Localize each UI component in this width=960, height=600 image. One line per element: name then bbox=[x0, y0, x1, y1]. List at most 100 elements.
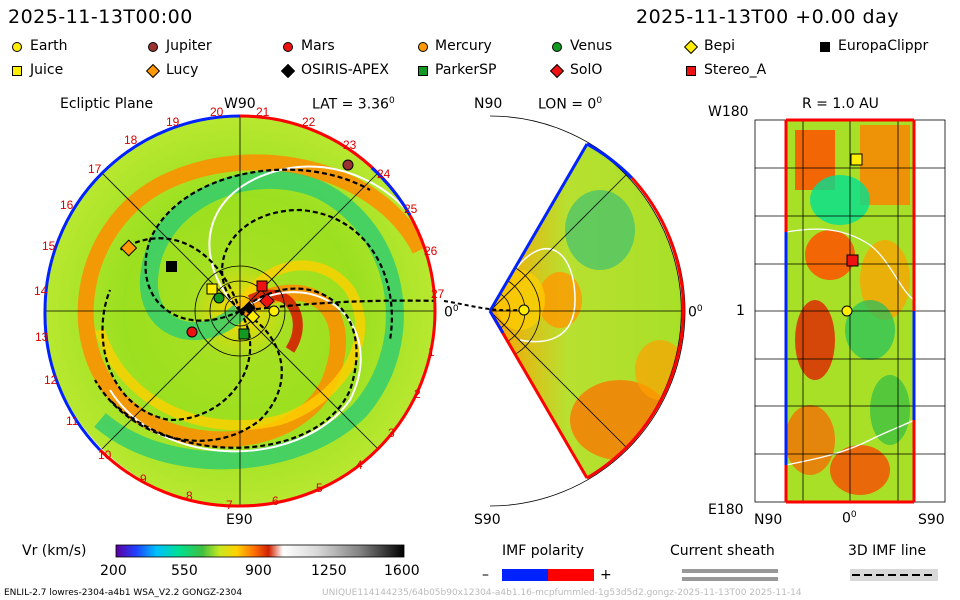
juice-marker-icon bbox=[12, 66, 22, 76]
lon-text: LON = 0 bbox=[538, 96, 597, 113]
carr-15: 15 bbox=[42, 239, 56, 253]
rad-mid-degree: 0 bbox=[850, 510, 857, 520]
radial-map bbox=[754, 118, 946, 504]
lat-degree: 0 bbox=[388, 96, 395, 106]
carr-1: 1 bbox=[428, 345, 435, 359]
jupiter-marker-icon bbox=[148, 42, 158, 52]
sheath-line-top bbox=[682, 569, 778, 573]
legend-label: Mercury bbox=[435, 38, 492, 54]
meridional-wedge bbox=[443, 115, 686, 507]
watermark-footer: UNIQUE114144235/64b05b90x12304-a4b1.16-m… bbox=[322, 588, 802, 598]
legend-label: Bepi bbox=[704, 38, 735, 54]
radial-bottom-s90: S90 bbox=[918, 512, 945, 528]
legend-label: Jupiter bbox=[166, 38, 212, 54]
radial-top-left: W180 bbox=[708, 104, 749, 120]
imf-polarity-title: IMF polarity bbox=[502, 543, 585, 559]
ecl-right-text: 0 bbox=[444, 304, 453, 321]
carr-18: 18 bbox=[124, 133, 138, 147]
ecliptic-markers bbox=[120, 159, 354, 340]
carr-5: 5 bbox=[316, 481, 323, 495]
ecliptic-top-label: W90 bbox=[224, 96, 256, 112]
mer-right-text: 0 bbox=[688, 304, 697, 321]
lat-text: LAT = 3.36 bbox=[312, 96, 389, 113]
colorbar-tick: 900 bbox=[245, 563, 272, 579]
colorbar-tick: 550 bbox=[171, 563, 198, 579]
carr-9: 9 bbox=[140, 472, 147, 486]
venus-marker-icon bbox=[552, 42, 562, 52]
ecliptic-right-label: 00 bbox=[444, 304, 459, 321]
imf-minus: – bbox=[482, 567, 489, 583]
sheath-line-bottom bbox=[682, 577, 778, 581]
carr-17: 17 bbox=[88, 162, 102, 176]
earth-marker-icon bbox=[12, 42, 22, 52]
carr-20: 20 bbox=[210, 105, 224, 119]
colorbar-title: Vr (km/s) bbox=[22, 543, 87, 559]
meridional-bottom-label: S90 bbox=[474, 512, 501, 528]
carr-22: 22 bbox=[302, 115, 316, 129]
current-sheath-title: Current sheath bbox=[670, 543, 775, 559]
carr-23: 23 bbox=[343, 138, 357, 152]
datetime-left: 2025-11-13T00:00 bbox=[8, 6, 193, 28]
legend-label: ParkerSP bbox=[435, 62, 497, 78]
legend-label: Stereo_A bbox=[704, 62, 767, 78]
carr-12: 12 bbox=[44, 373, 58, 387]
model-footer: ENLIL-2.7 lowres-2304-a4b1 WSA_V2.2 GONG… bbox=[4, 588, 243, 598]
legend-label: Juice bbox=[30, 62, 64, 78]
europaclipper-marker-icon bbox=[820, 42, 830, 52]
lon-degree: 0 bbox=[596, 96, 603, 106]
legend-label: EuropaClippr bbox=[838, 38, 929, 54]
carr-16: 16 bbox=[60, 198, 74, 212]
legend-label: Earth bbox=[30, 38, 68, 54]
datetime-right: 2025-11-13T00 +0.00 day bbox=[636, 6, 899, 28]
colorbar-tick: 1600 bbox=[384, 563, 420, 579]
ecl-right-degree: 0 bbox=[452, 304, 459, 314]
stereo-a-marker-icon bbox=[686, 66, 696, 76]
mer-right-degree: 0 bbox=[696, 304, 703, 314]
carr-3: 3 bbox=[388, 426, 395, 440]
carr-4: 4 bbox=[356, 458, 363, 472]
carr-2: 2 bbox=[414, 387, 421, 401]
carr-11: 11 bbox=[66, 414, 79, 428]
radial-bottom-0: 00 bbox=[842, 510, 857, 527]
legend-label: SolO bbox=[570, 62, 603, 78]
legend-label: Lucy bbox=[166, 62, 199, 78]
ecliptic-lat-label: LAT = 3.360 bbox=[312, 96, 395, 113]
radial-bottom-n90: N90 bbox=[754, 512, 783, 528]
carr-13: 13 bbox=[35, 330, 49, 344]
carr-27: 27 bbox=[431, 287, 445, 301]
colorbar-bar bbox=[115, 544, 405, 558]
carr-7: 7 bbox=[226, 498, 233, 512]
legend-label: Mars bbox=[301, 38, 335, 54]
mars-marker-icon bbox=[283, 42, 293, 52]
carr-10: 10 bbox=[98, 448, 112, 462]
carr-8: 8 bbox=[186, 489, 193, 503]
radial-r-label: R = 1.0 AU bbox=[802, 96, 879, 112]
meridional-lon-label: LON = 00 bbox=[538, 96, 602, 113]
rad-mid-text: 0 bbox=[842, 510, 851, 527]
mercury-marker-icon bbox=[418, 42, 428, 52]
meridional-top-label: N90 bbox=[474, 96, 503, 112]
radial-mid-left: 1 bbox=[736, 303, 745, 319]
parkersp-marker-icon bbox=[418, 66, 428, 76]
carr-26: 26 bbox=[424, 244, 438, 258]
carr-6: 6 bbox=[272, 494, 279, 508]
radial-bottom-left: E180 bbox=[708, 502, 744, 518]
imf-plus: + bbox=[600, 567, 612, 583]
meridional-right-label: 00 bbox=[688, 304, 703, 321]
carr-21: 21 bbox=[256, 105, 270, 119]
imf-neg-bar bbox=[502, 569, 548, 581]
carrington-labels: 20 21 22 23 24 25 26 27 1 2 3 4 5 6 7 8 … bbox=[34, 105, 445, 512]
ecliptic-disk bbox=[43, 114, 437, 508]
carr-14: 14 bbox=[34, 284, 48, 298]
imf-line-title: 3D IMF line bbox=[848, 543, 927, 559]
carr-19: 19 bbox=[166, 115, 180, 129]
legend-label: Venus bbox=[570, 38, 613, 54]
ecliptic-bottom-label: E90 bbox=[226, 512, 253, 528]
imf-pos-bar bbox=[548, 569, 594, 581]
colorbar-tick: 200 bbox=[100, 563, 127, 579]
colorbar-tick: 1250 bbox=[311, 563, 347, 579]
ecliptic-title: Ecliptic Plane bbox=[60, 96, 154, 112]
legend-label: OSIRIS-APEX bbox=[301, 62, 389, 78]
carr-25: 25 bbox=[404, 202, 418, 216]
